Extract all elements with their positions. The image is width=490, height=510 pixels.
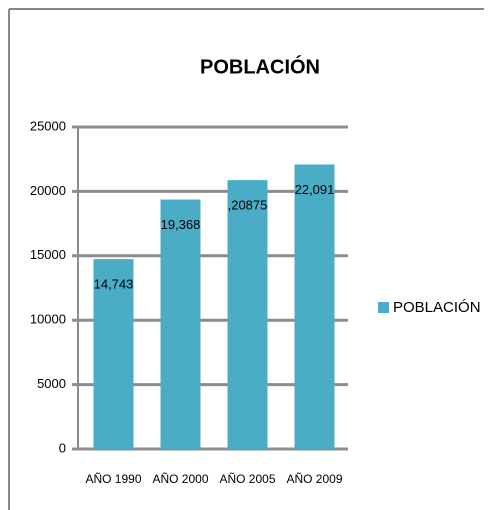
data-label: 19,368 <box>161 217 201 232</box>
data-label: 14,743 <box>94 277 134 292</box>
bar <box>294 164 335 449</box>
x-tick-label: AÑO 2005 <box>219 472 275 486</box>
legend-swatch <box>378 302 389 313</box>
chart-title: POBLACIÓN <box>200 54 320 78</box>
y-tick-label: 15000 <box>30 247 66 262</box>
x-tick-label: AÑO 2000 <box>152 472 208 486</box>
y-tick-label: 25000 <box>30 118 66 133</box>
bar <box>93 259 134 449</box>
y-tick-label: 5000 <box>37 376 66 391</box>
x-tick-label: AÑO 1990 <box>85 472 141 486</box>
y-tick-label: 10000 <box>30 312 66 327</box>
y-tick-label: 20000 <box>30 183 66 198</box>
data-label: 22,091 <box>295 182 335 197</box>
bar <box>160 199 201 449</box>
y-tick-label: 0 <box>59 440 66 455</box>
data-label: ,20875 <box>228 198 268 213</box>
legend-label: POBLACIÓN <box>393 299 481 316</box>
bar <box>227 180 268 449</box>
x-tick-label: AÑO 2009 <box>286 472 342 486</box>
